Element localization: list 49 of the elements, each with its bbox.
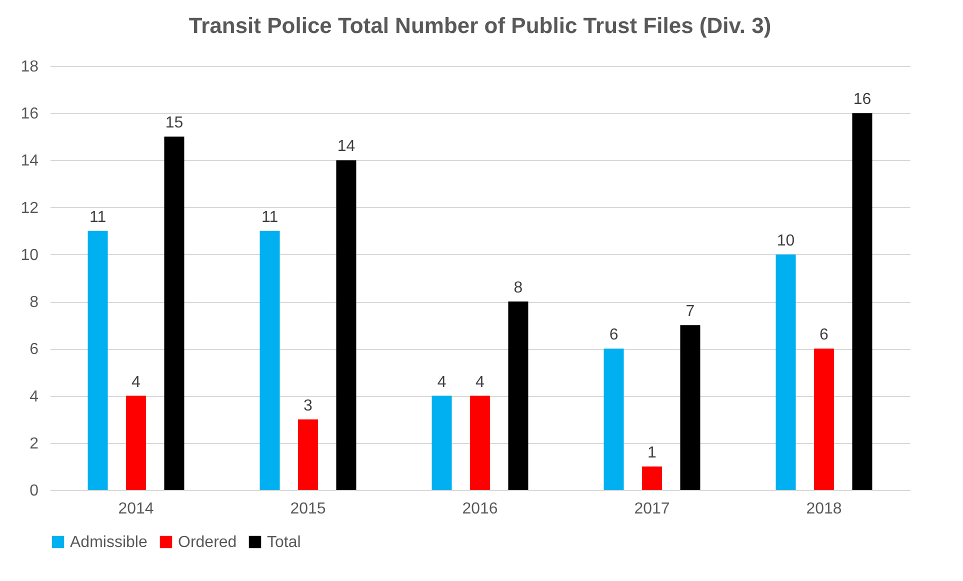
x-tick-label: 2015 — [290, 500, 326, 518]
bar — [260, 230, 280, 490]
bar — [508, 302, 528, 490]
data-label: 4 — [132, 374, 141, 391]
data-label: 11 — [261, 208, 278, 226]
bar — [642, 466, 662, 490]
x-tick-label: 2016 — [462, 500, 498, 518]
y-tick-label: 2 — [30, 435, 39, 452]
bar — [776, 254, 796, 490]
y-tick-label: 10 — [20, 246, 39, 264]
bar — [298, 419, 318, 490]
bar — [336, 160, 356, 490]
legend-label: Ordered — [178, 534, 237, 551]
data-label: 4 — [476, 374, 485, 391]
data-label: 15 — [165, 114, 184, 132]
y-tick-label: 12 — [20, 200, 39, 217]
y-tick-label: 14 — [20, 152, 39, 170]
chart-title: Transit Police Total Number of Public Trust Files (Div. 3) — [188, 13, 772, 38]
x-tick-label: 2018 — [806, 500, 842, 518]
y-tick-label: 0 — [30, 482, 39, 500]
x-tick-label: 2014 — [118, 500, 154, 518]
bar — [852, 113, 872, 490]
data-label: 4 — [437, 374, 446, 391]
data-label: 7 — [686, 303, 695, 320]
data-label: 10 — [776, 232, 795, 250]
y-tick-label: 8 — [30, 294, 39, 312]
data-label: 6 — [609, 326, 618, 344]
legend-label: Admissible — [70, 534, 148, 551]
data-label: 1 — [648, 444, 657, 462]
bar — [164, 136, 184, 490]
y-tick-label: 18 — [20, 58, 39, 76]
data-label: 3 — [304, 397, 313, 414]
y-tick-label: 4 — [30, 388, 39, 406]
data-label: 11 — [89, 208, 106, 226]
bar — [88, 230, 108, 490]
bar — [680, 325, 700, 490]
y-tick-label: 16 — [20, 106, 39, 123]
bar — [470, 396, 490, 490]
data-label: 6 — [820, 326, 829, 344]
data-label: 8 — [514, 280, 523, 297]
y-tick-label: 6 — [30, 341, 39, 358]
bar — [432, 396, 452, 490]
legend-label: Total — [267, 534, 301, 551]
data-label: 16 — [853, 91, 872, 108]
x-tick-label: 2017 — [634, 500, 670, 518]
bar — [604, 348, 624, 490]
data-label: 14 — [337, 138, 356, 156]
bar — [126, 396, 146, 490]
bar — [814, 348, 834, 490]
